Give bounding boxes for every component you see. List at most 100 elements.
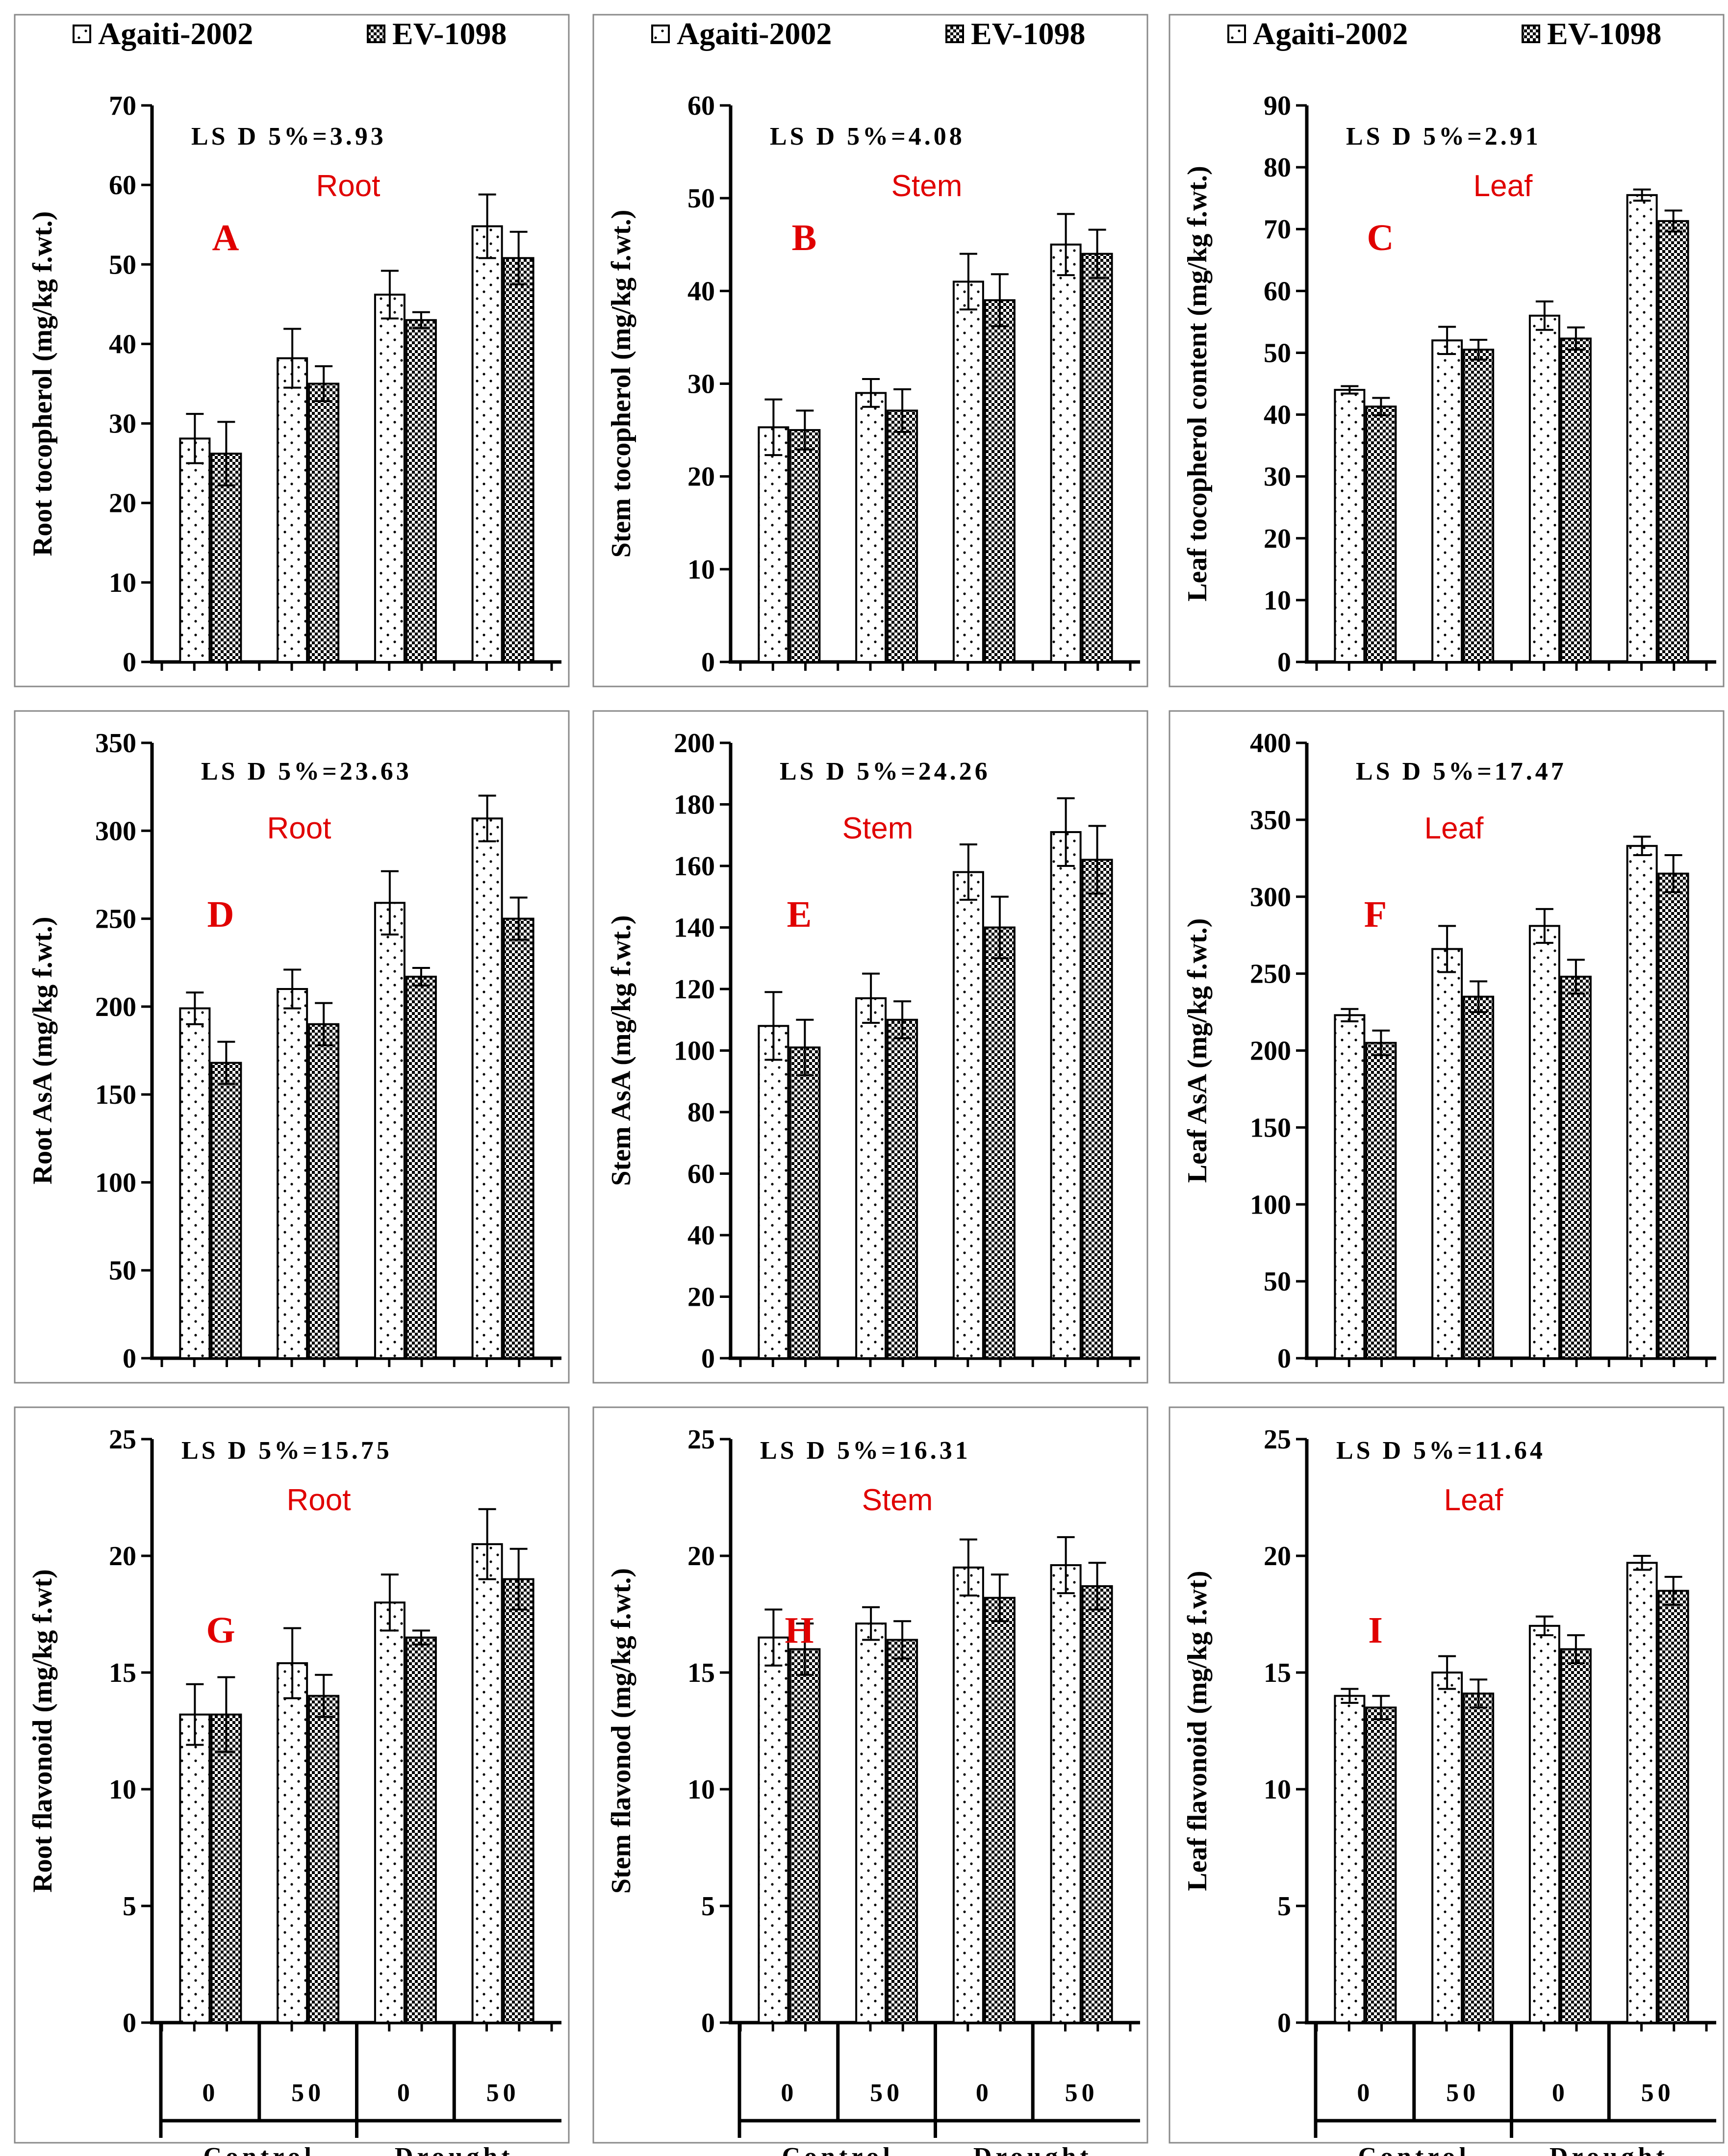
- y-tick-label: 0: [1277, 1344, 1291, 1374]
- y-tick-label: 350: [1250, 805, 1291, 836]
- x-group-label: Control: [203, 2143, 315, 2156]
- bar-agaiti-2002: [952, 871, 984, 1360]
- bar-ev-1098: [210, 1062, 242, 1360]
- bar-ev-1098: [503, 257, 534, 663]
- bar-agaiti-2002: [1431, 948, 1463, 1360]
- y-tick-label: 15: [1264, 1658, 1291, 1688]
- panel-H: 0 5 10 15 20 25 Stem flavonod (mg/kg f.wt.) LS …: [592, 1406, 1148, 2156]
- bar-ev-1098: [1081, 859, 1113, 1359]
- organ-label: Leaf: [1474, 169, 1533, 203]
- bar-ev-1098: [1560, 337, 1592, 663]
- y-tick-label: 25: [687, 1424, 715, 1455]
- organ-label: Stem: [862, 1483, 933, 1517]
- y-tick-label: 0: [1277, 647, 1291, 678]
- bar-agaiti-2002: [1050, 1564, 1082, 2024]
- bar-agaiti-2002: [758, 1636, 789, 2024]
- lsd-annotation: LS D 5%=15.75: [181, 1437, 392, 1465]
- bar-ev-1098: [984, 1597, 1016, 2024]
- bar-agaiti-2002: [471, 225, 503, 663]
- bar-ev-1098: [405, 1636, 437, 2024]
- legend-label-agaiti-2002: Agaiti-2002: [1253, 16, 1408, 51]
- panel-E: 0 20 40 60 80 100 120 140 160 180 200 Stem AsA (mg/…: [592, 710, 1148, 1384]
- bar-ev-1098: [1560, 975, 1592, 1359]
- bar-ev-1098: [503, 917, 534, 1359]
- bar-agaiti-2002: [1528, 314, 1560, 663]
- legend-label-ev-1098: EV-1098: [971, 16, 1085, 51]
- y-tick-label: 50: [109, 250, 136, 280]
- bar-ev-1098: [1365, 1706, 1397, 2024]
- panel-letter: F: [1364, 894, 1387, 935]
- organ-label: Leaf: [1424, 812, 1484, 845]
- bar-agaiti-2002: [1528, 1624, 1560, 2024]
- y-tick-label: 350: [95, 728, 136, 759]
- bar-ev-1098: [887, 1018, 918, 1359]
- bar-agaiti-2002: [952, 1566, 984, 2024]
- bar-agaiti-2002: [1334, 1014, 1366, 1359]
- y-tick-label: 60: [687, 1159, 715, 1190]
- y-tick-label: 100: [674, 1036, 715, 1066]
- organ-label: Leaf: [1444, 1483, 1503, 1517]
- y-tick-label: 10: [687, 555, 715, 585]
- bar-agaiti-2002: [1528, 925, 1560, 1360]
- y-axis-label: Stem flavonod (mg/kg f.wt.): [606, 1568, 636, 1894]
- bar-agaiti-2002: [374, 293, 406, 663]
- x-level-label: 0: [1357, 2079, 1373, 2107]
- x-group-label: Drought: [395, 2143, 514, 2156]
- y-tick-label: 10: [109, 568, 136, 598]
- bar-ev-1098: [1657, 220, 1689, 663]
- y-tick-label: 30: [1264, 462, 1291, 492]
- y-tick-label: 20: [687, 462, 715, 492]
- bar-agaiti-2002: [1334, 389, 1366, 663]
- bar-ev-1098: [789, 429, 821, 663]
- x-level-label: 0: [1552, 2079, 1569, 2107]
- y-tick-label: 15: [687, 1658, 715, 1688]
- y-tick-label: 0: [701, 1344, 715, 1374]
- y-tick-label: 0: [1277, 2008, 1291, 2038]
- y-tick-label: 90: [1264, 91, 1291, 121]
- bar-ev-1098: [210, 453, 242, 663]
- bar-ev-1098: [1657, 872, 1689, 1359]
- panel-letter: H: [785, 1610, 813, 1651]
- x-group-label: Drought: [1550, 2143, 1669, 2156]
- bar-ev-1098: [984, 299, 1016, 663]
- bar-agaiti-2002: [855, 997, 887, 1359]
- bar-ev-1098: [405, 319, 437, 663]
- bar-ev-1098: [210, 1713, 242, 2024]
- panel-letter: G: [206, 1610, 235, 1651]
- y-tick-label: 20: [109, 1541, 136, 1572]
- x-group-label: Control: [1358, 2143, 1470, 2156]
- y-tick-label: 50: [1264, 1267, 1291, 1297]
- y-tick-label: 40: [687, 276, 715, 306]
- organ-label: Root: [267, 812, 331, 845]
- y-tick-label: 50: [687, 183, 715, 214]
- y-tick-label: 250: [95, 904, 136, 935]
- panel-letter: B: [792, 217, 817, 258]
- y-tick-label: 10: [687, 1775, 715, 1805]
- y-tick-label: 0: [123, 1344, 136, 1374]
- y-tick-label: 50: [1264, 338, 1291, 368]
- y-tick-label: 150: [95, 1080, 136, 1110]
- panel-letter: D: [207, 894, 234, 935]
- bar-ev-1098: [887, 409, 918, 663]
- y-tick-label: 70: [1264, 214, 1291, 245]
- bar-agaiti-2002: [1431, 339, 1463, 663]
- lsd-annotation: LS D 5%=11.64: [1336, 1437, 1546, 1465]
- legend-swatch-ev-1098: [1522, 25, 1540, 43]
- panel-D: 0 50 100 150 200 250 300 350 Root AsA (mg/kg f.w…: [14, 710, 570, 1384]
- bar-agaiti-2002: [374, 1601, 406, 2024]
- y-tick-label: 30: [687, 369, 715, 400]
- y-axis-label: Leaf tocopherol content (mg/kg f.wt.): [1182, 166, 1213, 602]
- y-tick-label: 300: [1250, 882, 1291, 913]
- bar-ev-1098: [1657, 1590, 1689, 2024]
- bar-ev-1098: [887, 1639, 918, 2024]
- bar-ev-1098: [1365, 1041, 1397, 1359]
- y-tick-label: 0: [123, 2008, 136, 2038]
- x-level-label: 50: [870, 2079, 903, 2107]
- y-tick-label: 40: [1264, 400, 1291, 431]
- lsd-annotation: LS D 5%=17.47: [1356, 758, 1567, 786]
- y-tick-label: 400: [1250, 728, 1291, 759]
- bar-agaiti-2002: [179, 1713, 211, 2024]
- bar-agaiti-2002: [952, 280, 984, 663]
- y-axis-label: Stem tocopherol (mg/kg f.wt.): [606, 210, 636, 558]
- organ-label: Stem: [891, 169, 963, 203]
